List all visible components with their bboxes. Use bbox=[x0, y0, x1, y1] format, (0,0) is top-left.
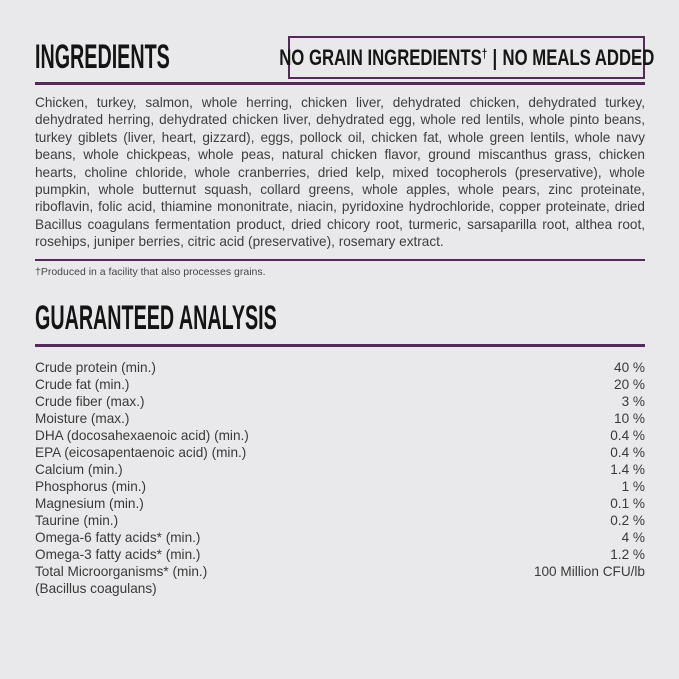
no-grain-badge-text: NO GRAIN INGREDIENTS† | NO MEALS ADDED bbox=[278, 44, 655, 70]
badge-prefix: NO GRAIN INGREDIENTS bbox=[278, 44, 482, 70]
analysis-row: Omega-3 fatty acids* (min.) 1.2 % bbox=[35, 546, 645, 563]
analysis-row: Moisture (max.) 10 % bbox=[35, 410, 645, 427]
analysis-label: Moisture (max.) bbox=[35, 411, 130, 427]
analysis-value: 100 Million CFU/lb bbox=[533, 564, 645, 580]
footnote-divider bbox=[35, 258, 645, 262]
dagger-mark: † bbox=[481, 45, 487, 61]
no-grain-badge: NO GRAIN INGREDIENTS† | NO MEALS ADDED bbox=[279, 36, 654, 79]
analysis-label: Phosphorus (min.) bbox=[35, 479, 147, 495]
analysis-value: 10 % bbox=[614, 411, 645, 427]
analysis-value: 1 % bbox=[621, 479, 645, 495]
analysis-label: Omega-3 fatty acids* (min.) bbox=[35, 547, 201, 563]
analysis-row: (Bacillus coagulans) bbox=[35, 580, 645, 597]
analysis-value: 0.1 % bbox=[610, 496, 645, 512]
analysis-label: Magnesium (min.) bbox=[35, 496, 144, 512]
analysis-label: (Bacillus coagulans) bbox=[35, 581, 157, 597]
badge-separator: | bbox=[492, 44, 497, 70]
analysis-row: DHA (docosahexaenoic acid) (min.) 0.4 % bbox=[35, 427, 645, 444]
analysis-value: 0.4 % bbox=[610, 428, 645, 444]
analysis-value: 40 % bbox=[614, 360, 645, 376]
analysis-label: EPA (eicosapentaenoic acid) (min.) bbox=[35, 445, 247, 461]
analysis-row: Calcium (min.) 1.4 % bbox=[35, 461, 645, 478]
analysis-row: EPA (eicosapentaenoic acid) (min.) 0.4 % bbox=[35, 444, 645, 461]
analysis-row: Magnesium (min.) 0.1 % bbox=[35, 495, 645, 512]
analysis-row: Phosphorus (min.) 1 % bbox=[35, 478, 645, 495]
analysis-label: Crude protein (min.) bbox=[35, 360, 156, 376]
analysis-value: 4 % bbox=[621, 530, 645, 546]
ingredients-header: INGREDIENTS NO GRAIN INGREDIENTS† | NO MEA… bbox=[35, 0, 654, 79]
analysis-label: Taurine (min.) bbox=[35, 513, 119, 529]
guaranteed-analysis-divider bbox=[35, 344, 645, 348]
analysis-label: Total Microorganisms* (min.) bbox=[35, 564, 208, 580]
analysis-label: Crude fiber (max.) bbox=[35, 394, 145, 410]
analysis-row: Total Microorganisms* (min.) 100 Million… bbox=[35, 563, 645, 580]
analysis-row: Crude protein (min.) 40 % bbox=[35, 359, 645, 376]
analysis-row: Taurine (min.) 0.2 % bbox=[35, 512, 645, 529]
analysis-value: 0.2 % bbox=[610, 513, 645, 529]
footnote-text: †Produced in a facility that also proces… bbox=[35, 266, 266, 279]
analysis-label: Omega-6 fatty acids* (min.) bbox=[35, 530, 201, 546]
guaranteed-analysis-table: Crude protein (min.) 40 % Crude fat (min… bbox=[35, 359, 645, 597]
analysis-value: 1.2 % bbox=[610, 547, 645, 563]
analysis-row: Omega-6 fatty acids* (min.) 4 % bbox=[35, 529, 645, 546]
analysis-value: 1.4 % bbox=[610, 462, 645, 478]
badge-suffix: NO MEALS ADDED bbox=[502, 44, 655, 70]
analysis-label: Crude fat (min.) bbox=[35, 377, 130, 393]
ingredients-divider bbox=[35, 82, 645, 85]
analysis-value: 20 % bbox=[614, 377, 645, 393]
guaranteed-analysis-header: GUARANTEED ANALYSIS bbox=[35, 278, 645, 339]
ingredients-text: Chicken, turkey, salmon, whole herring, … bbox=[35, 95, 645, 250]
analysis-label: Calcium (min.) bbox=[35, 462, 123, 478]
analysis-value: 3 % bbox=[621, 394, 645, 410]
analysis-label: DHA (docosahexaenoic acid) (min.) bbox=[35, 428, 249, 444]
guaranteed-analysis-title: GUARANTEED ANALYSIS bbox=[35, 299, 277, 338]
analysis-value: 0.4 % bbox=[610, 445, 645, 461]
ingredients-title: INGREDIENTS bbox=[35, 37, 170, 76]
analysis-row: Crude fat (min.) 20 % bbox=[35, 376, 645, 393]
analysis-row: Crude fiber (max.) 3 % bbox=[35, 393, 645, 410]
